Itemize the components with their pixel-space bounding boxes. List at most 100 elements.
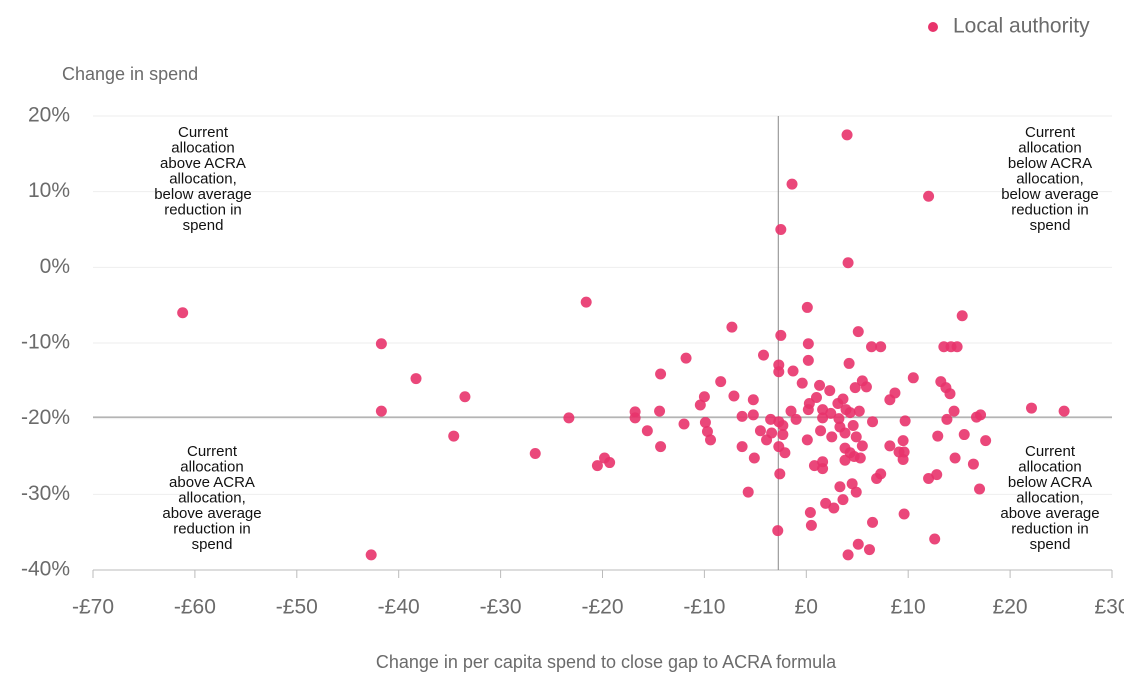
point bbox=[860, 381, 872, 393]
legend-marker bbox=[928, 22, 938, 32]
point bbox=[815, 425, 827, 437]
y-tick-label: 10% bbox=[28, 179, 70, 202]
point bbox=[629, 412, 641, 424]
point bbox=[898, 508, 910, 520]
point bbox=[844, 407, 856, 419]
y-tick-label: -20% bbox=[21, 406, 70, 429]
quadrant-annotation: Current bbox=[187, 443, 238, 460]
y-tick-label: -10% bbox=[21, 331, 70, 354]
point bbox=[849, 382, 861, 394]
point bbox=[736, 410, 748, 422]
point bbox=[580, 296, 592, 308]
point bbox=[365, 549, 377, 561]
point bbox=[850, 431, 862, 443]
x-tick-label: £10 bbox=[891, 596, 926, 619]
point bbox=[824, 385, 836, 397]
x-tick-label: -£30 bbox=[480, 596, 522, 619]
point bbox=[867, 416, 879, 428]
point bbox=[728, 390, 740, 402]
point bbox=[754, 425, 766, 437]
point bbox=[814, 379, 826, 391]
y-tick-label: 0% bbox=[40, 255, 70, 278]
point bbox=[923, 190, 935, 202]
quadrant-annotation: above ACRA bbox=[169, 474, 255, 491]
y-tick-label: -30% bbox=[21, 482, 70, 505]
point bbox=[678, 418, 690, 430]
quadrant-annotation: below average bbox=[154, 186, 252, 203]
point bbox=[747, 394, 759, 406]
point bbox=[884, 440, 896, 452]
point bbox=[655, 368, 667, 380]
point bbox=[863, 544, 875, 556]
point bbox=[951, 341, 963, 353]
point bbox=[897, 435, 909, 447]
point bbox=[801, 301, 813, 313]
point bbox=[889, 387, 901, 399]
point bbox=[842, 549, 854, 561]
point bbox=[448, 430, 460, 442]
quadrant-annotation: below average bbox=[1001, 186, 1099, 203]
quadrant-annotation: spend bbox=[192, 536, 233, 553]
quadrant-annotation: allocation, bbox=[1016, 170, 1084, 187]
point bbox=[817, 463, 829, 475]
point bbox=[899, 415, 911, 427]
point bbox=[563, 412, 575, 424]
point bbox=[958, 429, 970, 441]
point bbox=[375, 405, 387, 417]
point bbox=[825, 407, 837, 419]
point bbox=[1025, 402, 1037, 414]
point bbox=[853, 405, 865, 417]
point bbox=[591, 460, 603, 472]
point bbox=[779, 447, 791, 459]
x-tick-label: -£40 bbox=[378, 596, 420, 619]
y-axis-label: Change in spend bbox=[62, 64, 198, 84]
point bbox=[837, 494, 849, 506]
point bbox=[875, 341, 887, 353]
point bbox=[801, 434, 813, 446]
point bbox=[680, 352, 692, 364]
point bbox=[758, 349, 770, 361]
point bbox=[841, 129, 853, 141]
legend-label: Local authority bbox=[953, 15, 1090, 38]
x-tick-label: -£20 bbox=[581, 596, 623, 619]
point bbox=[828, 502, 840, 514]
point bbox=[856, 440, 868, 452]
quadrant-annotation: reduction in bbox=[1011, 201, 1089, 218]
quadrant-annotation: Current bbox=[1025, 443, 1076, 460]
quadrant-annotation: reduction in bbox=[1011, 520, 1089, 537]
point bbox=[766, 427, 778, 439]
point bbox=[802, 338, 814, 350]
point bbox=[655, 441, 667, 453]
x-tick-label: £20 bbox=[993, 596, 1028, 619]
point bbox=[842, 257, 854, 269]
quadrant-annotation: reduction in bbox=[173, 520, 251, 537]
quadrant-annotation: above average bbox=[162, 505, 261, 522]
point bbox=[974, 483, 986, 495]
x-tick-label: -£70 bbox=[72, 596, 114, 619]
quadrant-annotation: allocation bbox=[1018, 139, 1081, 156]
point bbox=[866, 341, 878, 353]
point bbox=[777, 429, 789, 441]
y-tick-label: 20% bbox=[28, 104, 70, 127]
point bbox=[948, 405, 960, 417]
point bbox=[785, 405, 797, 417]
quadrant-annotation: allocation, bbox=[169, 170, 237, 187]
point bbox=[843, 357, 855, 369]
point bbox=[852, 538, 864, 550]
point bbox=[898, 446, 910, 458]
point bbox=[820, 497, 832, 509]
quadrant-annotation: allocation, bbox=[1016, 489, 1084, 506]
y-tick-label: -40% bbox=[21, 558, 70, 581]
point bbox=[786, 178, 798, 190]
point bbox=[804, 506, 816, 518]
quadrant-annotation: allocation, bbox=[178, 489, 246, 506]
point bbox=[867, 516, 879, 528]
point bbox=[796, 377, 808, 389]
point bbox=[837, 393, 849, 405]
point bbox=[941, 413, 953, 425]
point bbox=[694, 399, 706, 411]
point bbox=[805, 519, 817, 531]
point bbox=[826, 431, 838, 443]
point bbox=[931, 469, 943, 481]
